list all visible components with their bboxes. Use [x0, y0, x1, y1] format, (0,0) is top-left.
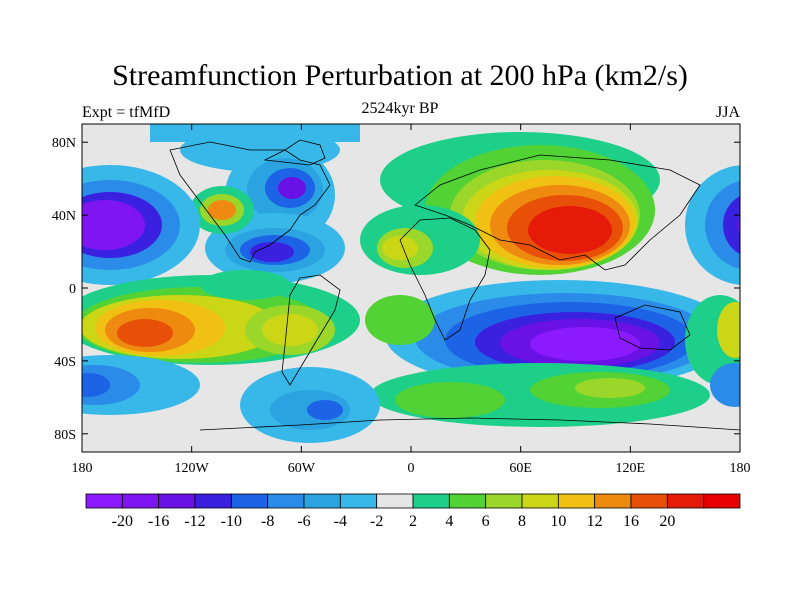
- coastlines: [169, 139, 740, 431]
- colorbar-label: 16: [623, 513, 639, 530]
- contour-shape: [710, 363, 740, 407]
- caribbean-low: [250, 242, 294, 262]
- colorbar-label: -8: [261, 513, 274, 530]
- australia-low: [530, 327, 640, 361]
- lat-tick-label: 80N: [52, 136, 76, 151]
- colorbar-swatch: [594, 493, 632, 509]
- contour-shape: [705, 181, 740, 269]
- experiment-label: Expt = tfMfD: [82, 104, 171, 121]
- colorbar-label: 4: [445, 513, 453, 530]
- colorbar-label: 8: [518, 513, 526, 530]
- colorbar-label: -12: [184, 513, 205, 530]
- africa-outline: [399, 217, 491, 341]
- contour-shape: [575, 378, 645, 398]
- lat-tick-label: 80S: [54, 428, 76, 443]
- contour-shape: [262, 314, 318, 346]
- colorbar-swatch: [158, 493, 196, 509]
- colorbar-label: 6: [482, 513, 490, 530]
- colorbar-label: -4: [334, 513, 347, 530]
- lon-tick-label: 60E: [509, 461, 532, 476]
- colorbar: -20 -16 -12 -10 -8 -6 -4 -2 2 4 6 8 10 12 16 20: [85, 493, 741, 530]
- greenland-outline: [263, 139, 326, 166]
- contour-shape: [723, 195, 740, 255]
- south-america-outline: [281, 274, 341, 386]
- north-america-low: [278, 177, 306, 199]
- streamfunction-field: [82, 124, 740, 452]
- colorbar-swatch: [230, 493, 269, 509]
- lon-tick-label: 120E: [616, 461, 646, 476]
- north-pacific-low-west: [82, 200, 145, 250]
- colorbar-label: 12: [587, 513, 603, 530]
- colorbar-label: 10: [550, 513, 566, 530]
- lon-tick-label: 180: [72, 461, 93, 476]
- lon-tick-label: 120W: [175, 461, 210, 476]
- south-atlantic-low: [307, 400, 343, 420]
- contour-shape: [200, 270, 290, 300]
- lat-tick-label: 0: [69, 282, 76, 297]
- season-label: JJA: [715, 104, 740, 121]
- lon-tick-label: 0: [408, 461, 415, 476]
- australia-outline: [614, 304, 691, 351]
- south-pacific-high: [117, 319, 173, 347]
- colorbar-swatch: [121, 493, 160, 509]
- longitude-axis: 180 120W 60W 0 60E 120E 180: [72, 124, 751, 476]
- map-title: Streamfunction Perturbation at 200 hPa (…: [112, 59, 688, 92]
- western-us-high: [208, 200, 236, 220]
- colorbar-label: 2: [409, 513, 417, 530]
- north-pacific-low-east: [738, 214, 740, 236]
- colorbar-label: -6: [297, 513, 310, 530]
- colorbar-swatch: [557, 493, 596, 509]
- lon-tick-label: 180: [730, 461, 751, 476]
- colorbar-swatch: [666, 493, 705, 509]
- colorbar-swatch: [376, 493, 414, 509]
- antarctica-outline: [199, 417, 740, 431]
- colorbar-swatch: [339, 493, 378, 509]
- contour-shape: [685, 165, 740, 285]
- lon-tick-label: 60W: [288, 461, 316, 476]
- colorbar-swatch: [303, 493, 341, 509]
- lat-tick-label: 40S: [54, 355, 76, 370]
- colorbar-label: -16: [148, 513, 169, 530]
- colorbar-swatch: [521, 493, 559, 509]
- contour-shape: [395, 382, 505, 418]
- contour-shape: [365, 295, 435, 345]
- colorbar-label: -2: [370, 513, 383, 530]
- colorbar-swatch: [703, 493, 741, 509]
- colorbar-label: 20: [659, 513, 675, 530]
- colorbar-swatch: [448, 493, 487, 509]
- colorbar-swatch: [267, 493, 305, 509]
- south-pacific-low: [82, 373, 110, 397]
- colorbar-swatch: [630, 493, 668, 509]
- latitude-axis: 80N 40N 0 40S 80S: [52, 136, 740, 443]
- contour-shape: [382, 236, 418, 260]
- time-label: 2524kyr BP: [361, 100, 439, 117]
- colorbar-swatch: [194, 493, 232, 509]
- asia-high-core: [528, 206, 612, 254]
- colorbar-swatch: [85, 493, 123, 509]
- eurasia-outline: [414, 154, 701, 271]
- colorbar-swatch: [412, 493, 450, 509]
- contour-shape: [717, 302, 740, 358]
- colorbar-label: -20: [112, 513, 133, 530]
- colorbar-swatch: [485, 493, 523, 509]
- colorbar-label: -10: [221, 513, 242, 530]
- lat-tick-label: 40N: [52, 209, 76, 224]
